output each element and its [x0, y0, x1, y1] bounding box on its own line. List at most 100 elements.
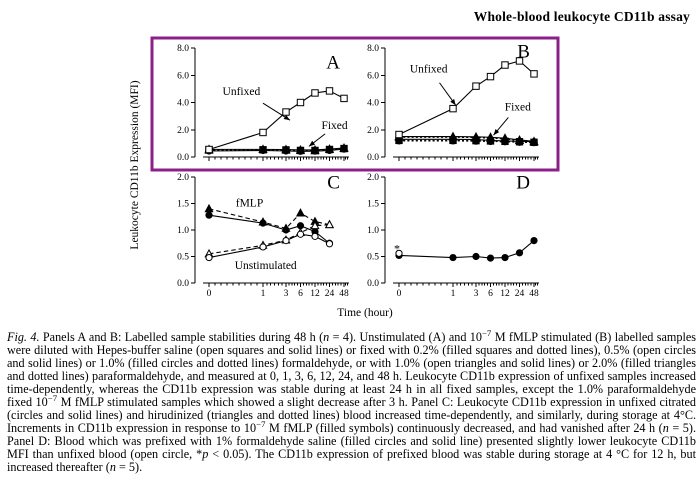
marker-filled-circle	[486, 254, 495, 262]
x-tick-label: 24	[325, 289, 335, 299]
series-line	[208, 208, 330, 230]
marker-open-circle	[311, 232, 319, 240]
y-tick-label: 0.5	[367, 253, 379, 263]
marker-filled-triangle	[295, 208, 306, 217]
panel-letter: C	[327, 173, 340, 194]
marker-filled-circle	[530, 237, 538, 245]
marker-filled-triangle	[281, 145, 291, 154]
marker-open-square	[259, 128, 267, 137]
annotation-label: Unfixed	[410, 64, 448, 76]
marker-open-square	[325, 87, 334, 95]
x-tick-label: 3	[284, 289, 289, 299]
y-tick-label: 4.0	[367, 99, 379, 109]
y-tick-label: 2.0	[367, 173, 379, 183]
y-tick-label: 8.0	[177, 44, 189, 54]
marker-open-circle	[296, 230, 305, 238]
panel-letter: B	[517, 42, 530, 63]
marker-filled-triangle	[324, 144, 335, 153]
marker-open-square	[515, 57, 524, 65]
y-tick-label: 1.0	[177, 226, 189, 236]
marker-filled-circle	[259, 219, 267, 227]
marker-open-square	[472, 82, 480, 90]
arrowhead	[308, 140, 316, 147]
arrowhead	[283, 114, 290, 121]
marker-open-circle	[259, 243, 267, 251]
marker-filled-triangle	[258, 144, 268, 154]
x-tick-label: 48	[339, 289, 349, 299]
marker-filled-triangle	[204, 203, 214, 213]
y-tick-label: 0.0	[177, 153, 189, 163]
marker-filled-circle	[449, 253, 457, 262]
arrowhead	[450, 98, 456, 106]
marker-open-circle	[205, 253, 213, 262]
marker-open-triangle	[324, 219, 335, 229]
annotation-label: fMLP	[236, 198, 263, 210]
marker-open-square	[311, 89, 319, 97]
panel-C: 0.0 0.5 1.0 1.5 2.0 0 1 3 6 12 24 48 fMLP Unstimulate…	[177, 173, 349, 299]
series-line	[208, 233, 330, 259]
y-tick-label: 1.5	[177, 200, 189, 210]
marker-filled-circle	[501, 253, 509, 262]
x-tick-label: 6	[298, 289, 303, 299]
figure-canvas: 0.0 2.0 4.0 6.0 8.0 Unfixed Fixed A 0.0 2.0 4.0 6.0…	[129, 36, 560, 319]
figure-title: Whole-blood leukocyte CD11b assay	[473, 9, 690, 24]
annotation-label: Fixed	[321, 120, 347, 132]
marker-open-circle	[282, 237, 290, 245]
annotation-label: Unstimulated	[235, 260, 297, 272]
marker-filled-triangle	[295, 145, 306, 154]
panel-letter: D	[516, 173, 530, 194]
marker-filled-triangle	[529, 137, 539, 146]
y-tick-label: 1.5	[367, 200, 379, 210]
series-line	[398, 240, 535, 259]
annotation-label: *	[394, 241, 400, 255]
y-axis-label: Leukocyte CD11b Expression (MFI)	[129, 80, 141, 249]
marker-filled-triangle	[448, 132, 458, 141]
marker-open-square	[296, 98, 305, 107]
y-tick-label: 6.0	[177, 71, 189, 81]
marker-open-square	[340, 94, 348, 103]
y-tick-label: 8.0	[367, 44, 379, 54]
x-tick-label: 12	[310, 289, 320, 299]
marker-open-square	[205, 145, 213, 154]
x-tick-label: 0	[207, 289, 212, 299]
panel-letter: A	[326, 52, 340, 73]
x-tick-label: 3	[474, 289, 479, 299]
x-tick-label: 1	[261, 289, 266, 299]
y-tick-label: 2.0	[367, 126, 379, 136]
panels-ab-highlight-box	[150, 36, 560, 172]
marker-open-square	[486, 72, 495, 81]
x-tick-label: 12	[500, 289, 510, 299]
marker-filled-circle	[472, 252, 480, 261]
y-tick-label: 0.5	[177, 253, 189, 263]
marker-filled-triangle	[485, 133, 496, 142]
panel-D: 0.0 0.5 1.0 1.5 2.0 0 1 3 6 12 24 48 * D	[367, 173, 539, 299]
marker-open-square	[501, 61, 509, 69]
marker-open-square	[530, 70, 538, 78]
marker-filled-circle	[282, 226, 290, 234]
y-tick-label: 1.0	[367, 226, 379, 236]
marker-filled-circle	[515, 249, 524, 257]
y-tick-label: 0.0	[367, 153, 379, 163]
y-tick-label: 0.0	[177, 279, 189, 289]
x-tick-label: 24	[515, 289, 525, 299]
marker-filled-triangle	[310, 145, 320, 155]
y-tick-label: 4.0	[177, 99, 189, 109]
x-tick-label: 1	[451, 289, 456, 299]
marker-open-circle	[325, 240, 334, 248]
marker-filled-triangle	[339, 143, 349, 152]
annotation-label: Unfixed	[223, 86, 261, 98]
arrowhead	[493, 129, 500, 136]
marker-filled-triangle	[500, 134, 510, 143]
figure-caption: Fig. 4. Panels A and B: Labelled sample …	[7, 327, 697, 474]
marker-open-square	[395, 130, 403, 139]
annotation-label: Fixed	[505, 102, 531, 114]
x-tick-label: 6	[488, 289, 493, 299]
marker-filled-triangle	[514, 135, 525, 145]
marker-filled-triangle	[471, 132, 481, 142]
y-tick-label: 0.0	[367, 279, 379, 289]
marker-open-triangle	[310, 220, 320, 230]
y-tick-label: 6.0	[367, 71, 379, 81]
marker-open-square	[449, 104, 457, 113]
y-tick-label: 2.0	[177, 126, 189, 136]
